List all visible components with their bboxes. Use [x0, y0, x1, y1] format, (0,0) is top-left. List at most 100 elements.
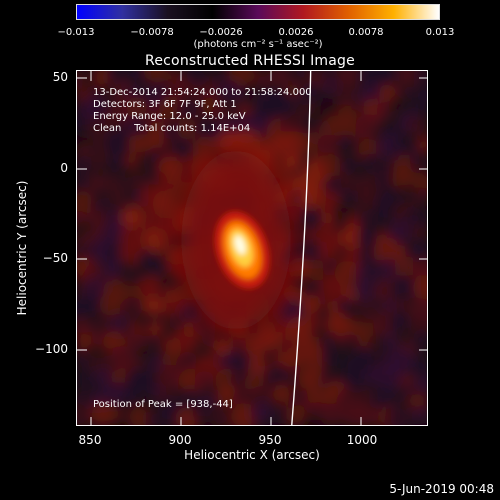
noise-blob	[268, 71, 291, 87]
noise-blob	[249, 115, 270, 136]
noise-blob	[376, 102, 394, 120]
noise-blob	[245, 332, 271, 358]
noise-blob	[358, 301, 378, 321]
noise-blob	[305, 314, 322, 331]
colorbar-tick: 0.0078	[348, 27, 384, 38]
noise-blob	[127, 332, 147, 352]
noise-blob	[392, 295, 414, 317]
y-tick-label: −50	[42, 251, 68, 265]
noise-blob	[317, 240, 340, 262]
noise-blob	[88, 211, 109, 231]
noise-blob	[200, 331, 219, 351]
noise-blob	[353, 183, 382, 212]
x-tick-label: 900	[168, 433, 192, 447]
noise-blob	[77, 210, 87, 229]
noise-blob	[91, 71, 113, 87]
noise-blob	[270, 93, 297, 121]
noise-blob	[106, 154, 126, 174]
noise-blob	[379, 83, 399, 103]
noise-blob	[319, 332, 340, 353]
noise-blob	[146, 331, 164, 350]
noise-blob	[94, 368, 116, 390]
noise-blob	[77, 369, 95, 389]
noise-blob	[77, 71, 87, 91]
noise-blob	[398, 83, 418, 103]
noise-blob	[386, 219, 412, 246]
noise-blob	[108, 314, 129, 334]
noise-blob	[336, 171, 359, 194]
noise-blob	[271, 383, 294, 406]
y-tick-label: −100	[35, 342, 68, 356]
noise-blob	[321, 348, 341, 368]
y-axis-label: Heliocentric Y (arcsec)	[15, 180, 29, 316]
noise-blob	[352, 276, 381, 304]
noise-blob	[376, 71, 400, 88]
noise-blob	[77, 403, 91, 425]
noise-blob	[77, 349, 92, 370]
noise-blob	[373, 204, 393, 224]
noise-blob	[412, 187, 427, 206]
noise-blob	[300, 131, 323, 155]
noise-blob	[337, 134, 355, 152]
noise-blob	[412, 355, 427, 376]
colorbar-tick: −0.0026	[199, 27, 243, 38]
info-detectors: Detectors: 3F 6F 7F 9F, Att 1	[93, 99, 237, 110]
noise-blob	[320, 209, 337, 227]
noise-blob	[181, 303, 200, 322]
noise-blob	[91, 153, 109, 171]
noise-blob	[355, 114, 380, 139]
info-energy-range: Energy Range: 12.0 - 25.0 keV	[93, 111, 246, 122]
noise-blob	[285, 154, 303, 171]
noise-blob	[125, 96, 149, 120]
noise-blob	[298, 366, 326, 394]
noise-blob	[355, 263, 373, 281]
noise-blob	[298, 206, 323, 231]
noise-blob	[231, 85, 248, 102]
noise-blob	[380, 332, 399, 351]
noise-blob	[106, 382, 130, 406]
noise-blob	[109, 186, 129, 207]
peak-position-label: Position of Peak = [938,-44]	[93, 399, 233, 410]
colorbar-units: (photons cm⁻² s⁻¹ asec⁻²)	[193, 39, 323, 50]
x-tick-label: 1000	[346, 433, 378, 447]
noise-blob	[104, 405, 123, 424]
noise-blob	[412, 274, 427, 302]
noise-blob	[146, 352, 165, 371]
noise-blob	[351, 346, 379, 374]
colorbar-tick: −0.013	[57, 27, 95, 38]
info-clean-counts: Clean Total counts: 1.14E+04	[93, 123, 251, 134]
x-tick-label: 950	[258, 433, 282, 447]
render-timestamp: 5-Jun-2019 00:48	[389, 482, 494, 496]
noise-blob	[172, 76, 198, 102]
solar-limb	[291, 71, 312, 425]
y-tick-label: 50	[52, 70, 68, 84]
noise-blob	[317, 189, 341, 213]
noise-blob	[356, 225, 381, 250]
y-tick-label: 0	[60, 161, 68, 175]
rhessi-image	[77, 71, 427, 425]
noise-blob	[386, 406, 413, 425]
noise-blob	[142, 71, 169, 85]
noise-blob	[194, 370, 215, 391]
x-axis-label: Heliocentric X (arcsec)	[184, 448, 320, 462]
noise-blob	[192, 401, 214, 423]
noise-blob	[254, 71, 272, 89]
noise-blob	[388, 311, 410, 333]
noise-blob	[119, 240, 145, 266]
noise-blob	[284, 404, 308, 425]
noise-blob	[210, 409, 230, 425]
noise-blob	[416, 135, 427, 153]
noise-blob	[123, 153, 140, 169]
plot-title: Reconstructed RHESSI Image	[145, 53, 355, 69]
rhessi-image-panel: 13-Dec-2014 21:54:24.000 to 21:58:24.000…	[76, 70, 428, 426]
noise-blob	[229, 403, 259, 425]
colorbar-tick: 0.013	[425, 27, 455, 38]
noise-blob	[212, 104, 233, 124]
noise-blob	[98, 291, 127, 320]
colorbar-tick: −0.0078	[130, 27, 174, 38]
noise-blob	[319, 403, 342, 425]
noise-blob	[105, 129, 133, 157]
noise-blob	[412, 98, 427, 118]
noise-blob	[356, 208, 377, 229]
noise-blob	[250, 401, 275, 425]
